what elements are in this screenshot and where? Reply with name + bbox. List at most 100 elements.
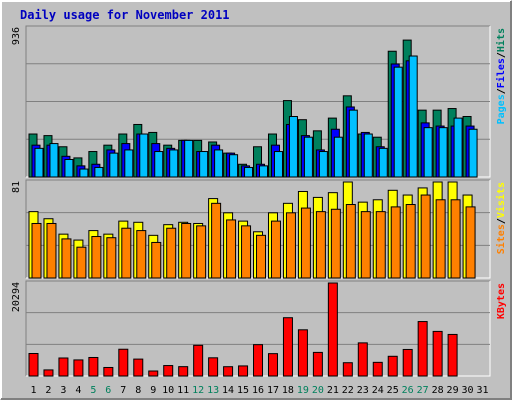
bar-sites	[136, 230, 147, 279]
legend: KBytes	[496, 283, 507, 319]
hits-panel: 936 Pages/Files/Hits	[11, 25, 507, 178]
max-label: 20294	[11, 282, 22, 312]
max-label: 936	[11, 27, 22, 45]
bar-sites	[166, 227, 177, 279]
day-label: 7	[120, 385, 126, 396]
day-label: 13	[207, 385, 219, 396]
bar-sites	[121, 227, 132, 279]
bar-kbytes	[148, 370, 159, 377]
bar-pages	[79, 168, 89, 178]
bar-kbytes	[58, 357, 69, 377]
bar-pages	[34, 147, 44, 178]
day-label: 30	[462, 385, 474, 396]
bar-kbytes	[73, 359, 84, 377]
bar-kbytes	[43, 369, 54, 377]
bar-kbytes	[432, 330, 443, 377]
bar-pages	[303, 136, 313, 178]
bar-sites	[226, 219, 237, 279]
bar-kbytes	[357, 342, 368, 377]
day-label: 9	[150, 385, 156, 396]
bar-sites	[91, 236, 102, 279]
day-label: 11	[177, 385, 189, 396]
bar-pages	[244, 166, 254, 178]
day-labels: 1 2 3 4 5 6 7 8 9 10 11 12 13 14 15 16 17 18 19 20 21 22 23 24 2…	[30, 385, 488, 396]
bar-kbytes	[223, 366, 234, 377]
legend-entry: Visits	[495, 182, 507, 218]
legend: Pages/Files/Hits	[495, 28, 507, 124]
day-label: 28	[432, 385, 444, 396]
bar-pages	[423, 127, 433, 178]
bar-sites	[330, 208, 341, 279]
series-sites	[31, 194, 476, 279]
bar-pages	[154, 151, 164, 178]
day-label: 23	[357, 385, 369, 396]
bar-pages	[229, 154, 239, 178]
bar-sites	[465, 206, 476, 279]
bar-pages	[124, 149, 134, 178]
bar-kbytes	[103, 366, 114, 377]
legend-separator: /	[496, 52, 507, 58]
legend: Sites/Visits	[495, 182, 507, 254]
bar-pages	[438, 127, 448, 178]
bar-pages	[139, 133, 149, 178]
bar-pages	[214, 149, 224, 178]
bar-kbytes	[327, 282, 338, 377]
kbytes-panel: 20294 KBytes	[11, 280, 507, 377]
day-label: 24	[372, 385, 384, 396]
bar-sites	[151, 241, 162, 279]
bar-kbytes	[133, 358, 144, 377]
legend-separator: /	[496, 218, 507, 224]
bar-pages	[273, 151, 283, 178]
bar-sites	[196, 225, 207, 279]
bar-pages	[318, 151, 328, 178]
day-label: 2	[45, 385, 51, 396]
bar-kbytes	[297, 329, 308, 377]
bar-pages	[363, 133, 373, 178]
day-label: 1	[30, 385, 36, 396]
bar-kbytes	[208, 357, 219, 377]
bar-sites	[256, 234, 267, 279]
max-label: 81	[11, 181, 22, 193]
bar-kbytes	[387, 355, 398, 377]
bar-sites	[285, 212, 296, 279]
bar-sites	[46, 222, 57, 279]
day-label: 26	[402, 385, 414, 396]
bar-kbytes	[447, 333, 458, 377]
bar-pages	[64, 158, 74, 178]
day-label: 14	[222, 385, 234, 396]
bar-sites	[300, 207, 311, 279]
day-label: 22	[342, 385, 354, 396]
day-label: 3	[60, 385, 66, 396]
bar-kbytes	[402, 348, 413, 377]
day-label: 29	[447, 385, 459, 396]
bar-pages	[453, 117, 463, 178]
bar-pages	[288, 116, 298, 178]
bar-kbytes	[88, 356, 99, 377]
bar-pages	[333, 136, 343, 178]
day-label: 12	[192, 385, 204, 396]
day-label: 8	[135, 385, 141, 396]
day-label: 16	[252, 385, 264, 396]
bar-pages	[184, 139, 194, 178]
bar-sites	[31, 222, 42, 279]
legend-entry: Sites	[495, 224, 507, 254]
day-label: 5	[90, 385, 96, 396]
bar-pages	[408, 55, 418, 178]
bar-kbytes	[238, 365, 249, 377]
day-label: 25	[387, 385, 399, 396]
bar-pages	[393, 66, 403, 178]
visits-panel: 81 Sites/Visits	[11, 179, 507, 279]
legend-entry: KBytes	[496, 283, 507, 319]
bar-pages	[109, 152, 119, 178]
bar-kbytes	[163, 365, 174, 377]
bar-pages	[348, 109, 358, 178]
bar-sites	[181, 222, 192, 279]
bar-sites	[435, 199, 446, 279]
day-label: 18	[282, 385, 294, 396]
bar-sites	[61, 238, 72, 279]
bar-sites	[315, 211, 326, 279]
bar-kbytes	[178, 366, 189, 377]
